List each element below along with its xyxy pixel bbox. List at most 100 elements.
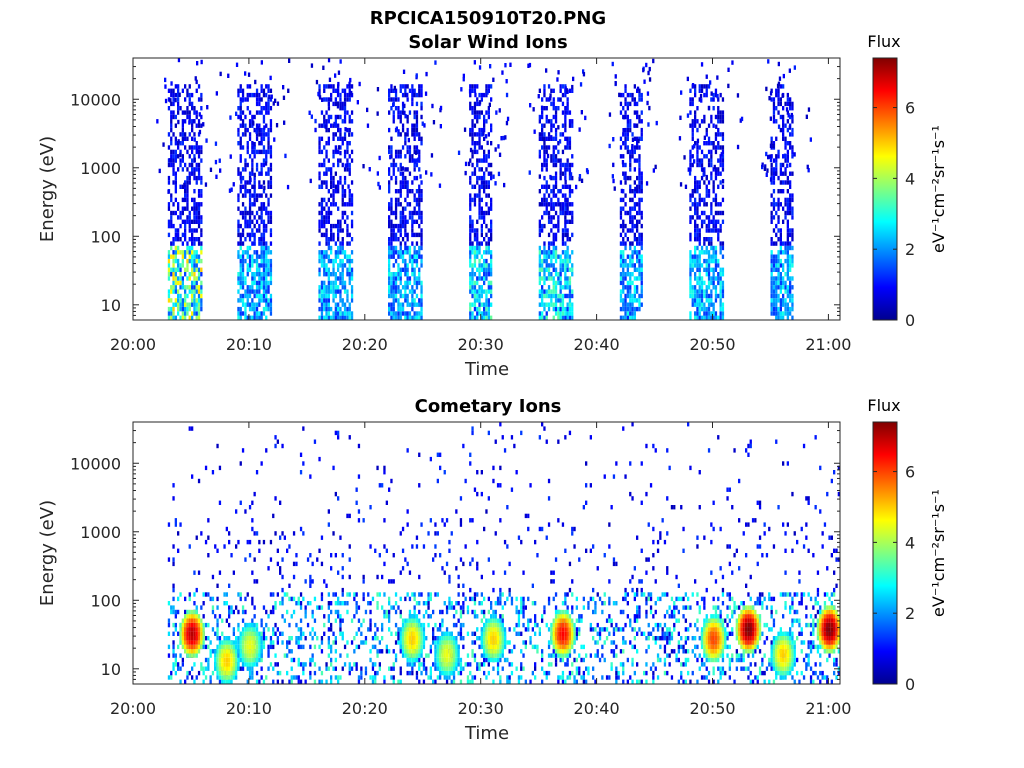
heatmap-cell: [483, 215, 486, 220]
heatmap-cell: [487, 267, 490, 272]
heatmap-cell: [564, 306, 567, 312]
heatmap-cell: [406, 670, 409, 676]
heatmap-cell: [320, 250, 324, 255]
heatmap-cell: [415, 232, 419, 238]
heatmap-cell: [336, 92, 340, 98]
heatmap-cell: [418, 250, 421, 255]
heatmap-cell: [550, 293, 553, 299]
heatmap-cell: [225, 526, 228, 532]
heatmap-cell: [547, 232, 551, 238]
heatmap-cell: [781, 93, 784, 98]
heatmap-cell: [320, 210, 324, 216]
heatmap-cell: [273, 137, 276, 142]
heatmap-cell: [207, 553, 210, 558]
heatmap-cell: [241, 241, 245, 246]
heatmap-cell: [325, 254, 328, 259]
heatmap-cell: [269, 219, 273, 224]
heatmap-cell: [786, 175, 789, 181]
heatmap-cell: [772, 110, 776, 115]
heatmap-cell: [772, 306, 776, 312]
heatmap-cell: [624, 193, 627, 198]
heatmap-cell: [323, 250, 326, 255]
heatmap-cell: [348, 258, 351, 264]
heatmap-cell: [614, 74, 617, 79]
heatmap-cell: [413, 123, 416, 128]
heatmap-cell: [640, 223, 643, 229]
heatmap-cell: [215, 174, 218, 179]
heatmap-cell: [784, 241, 787, 246]
heatmap-cell: [195, 306, 198, 312]
heatmap-cell: [770, 263, 773, 268]
heatmap-cell: [339, 315, 342, 320]
heatmap-cell: [777, 293, 780, 299]
heatmap-cell: [770, 154, 773, 159]
heatmap-cell: [415, 92, 419, 98]
heatmap-cell: [255, 123, 259, 128]
heatmap-cell: [390, 666, 393, 671]
heatmap-cell: [339, 180, 342, 185]
heatmap-cell: [186, 92, 189, 98]
heatmap-cell: [473, 106, 477, 111]
heatmap-cell: [547, 263, 551, 268]
heatmap-cell: [327, 640, 330, 645]
heatmap-cell: [343, 306, 347, 312]
heatmap-cell: [195, 219, 198, 224]
heatmap-cell: [777, 110, 780, 115]
heatmap-cell: [399, 609, 402, 615]
heatmap-cell: [714, 254, 718, 259]
heatmap-cell: [390, 210, 393, 216]
heatmap-cell: [337, 614, 340, 619]
heatmap-cell: [172, 544, 175, 549]
heatmap-cell: [369, 601, 372, 606]
heatmap-cell: [197, 219, 201, 224]
heatmap-cell: [770, 167, 773, 172]
heatmap-cell: [360, 675, 363, 680]
heatmap-cell: [211, 627, 215, 632]
heatmap-cell: [571, 302, 574, 307]
heatmap-cell: [554, 289, 558, 294]
heatmap-cell: [343, 92, 347, 98]
heatmap-cell: [399, 245, 402, 251]
heatmap-cell: [332, 298, 335, 303]
heatmap-cell: [390, 175, 393, 181]
heatmap-cell: [325, 84, 328, 89]
heatmap-cell: [327, 254, 330, 259]
heatmap-cell: [395, 126, 398, 131]
heatmap-cell: [258, 254, 261, 259]
heatmap-cell: [404, 272, 407, 277]
heatmap-cell: [200, 193, 203, 198]
heatmap-cell: [469, 158, 472, 163]
heatmap-cell: [694, 293, 697, 299]
heatmap-cell: [554, 258, 558, 264]
heatmap-cell: [172, 561, 175, 567]
heatmap-cell: [652, 58, 655, 64]
heatmap-cell: [640, 97, 643, 102]
heatmap-cell: [622, 306, 625, 312]
heatmap-cell: [552, 250, 555, 255]
heatmap-cell: [304, 679, 307, 684]
heatmap-cell: [193, 662, 196, 667]
heatmap-cell: [392, 162, 395, 168]
heatmap-cell: [348, 189, 351, 194]
heatmap-cell: [559, 263, 562, 268]
heatmap-cell: [550, 101, 553, 107]
heatmap-cell: [167, 106, 171, 111]
heatmap-cell: [218, 500, 222, 505]
heatmap-cell: [248, 180, 252, 185]
heatmap-cell: [320, 605, 324, 610]
heatmap-cell: [286, 609, 289, 615]
heatmap-cell: [328, 77, 332, 82]
heatmap-cell: [314, 127, 317, 133]
heatmap-cell: [550, 202, 553, 207]
heatmap-cell: [775, 298, 778, 303]
heatmap-cell: [538, 272, 541, 277]
heatmap-cell: [568, 141, 572, 146]
heatmap-cell: [411, 544, 414, 549]
heatmap-cell: [705, 298, 708, 303]
heatmap-cell: [274, 531, 277, 536]
heatmap-cell: [255, 531, 259, 536]
heatmap-cell: [253, 280, 256, 286]
heatmap-cell: [383, 592, 386, 597]
heatmap-cell: [721, 145, 725, 150]
heatmap-cell: [789, 114, 792, 120]
